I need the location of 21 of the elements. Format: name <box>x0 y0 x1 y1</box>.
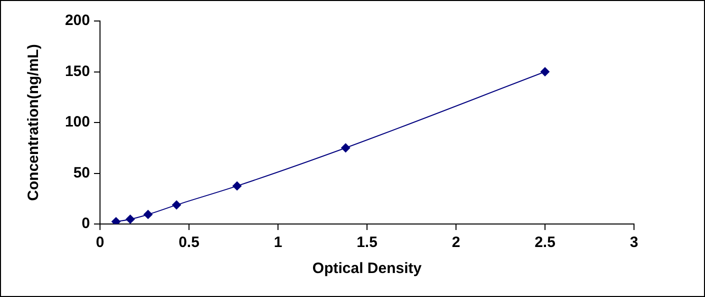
y-tick-label: 200 <box>64 12 90 30</box>
x-tick-label: 2.5 <box>534 234 556 252</box>
x-tick-label: 0.5 <box>178 234 200 252</box>
point <box>112 217 121 224</box>
point <box>341 143 350 152</box>
x-axis-title: Optical Density <box>312 260 422 278</box>
point <box>126 214 135 224</box>
y-axis-title: Concentration(ng/mL) <box>25 44 42 201</box>
point <box>144 210 153 219</box>
y-tick-label: 0 <box>82 215 90 232</box>
y-tick-label: 100 <box>64 114 90 131</box>
y-tick-label: 150 <box>64 62 90 80</box>
x-tick-label: 3 <box>630 234 638 252</box>
x-tick-label: 0 <box>96 234 104 252</box>
y-tick-label: 50 <box>73 164 90 182</box>
x-tick-label: 1 <box>274 234 282 252</box>
point <box>232 181 242 190</box>
point <box>540 67 550 76</box>
point <box>172 200 182 210</box>
x-tick-label: 2 <box>452 234 460 252</box>
x-tick-label: 1.5 <box>356 234 378 252</box>
